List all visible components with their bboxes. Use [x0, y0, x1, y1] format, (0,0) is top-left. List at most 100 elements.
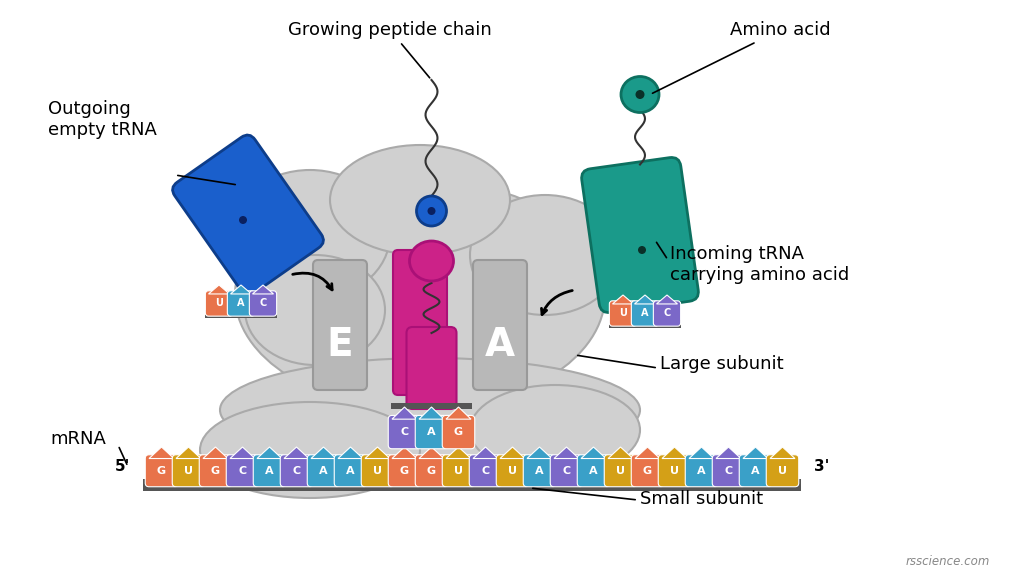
Polygon shape — [365, 447, 390, 459]
FancyBboxPatch shape — [582, 157, 698, 313]
Text: A: A — [238, 299, 245, 309]
Text: P: P — [406, 326, 434, 364]
Text: C: C — [239, 466, 247, 476]
Ellipse shape — [330, 145, 510, 255]
Text: A: A — [752, 466, 760, 476]
Text: A: A — [536, 466, 544, 476]
FancyBboxPatch shape — [685, 455, 718, 487]
Ellipse shape — [638, 246, 646, 254]
Polygon shape — [446, 447, 471, 459]
FancyBboxPatch shape — [632, 301, 658, 326]
FancyBboxPatch shape — [442, 415, 475, 449]
Text: Incoming tRNA
carrying amino acid: Incoming tRNA carrying amino acid — [670, 245, 849, 284]
Text: 5': 5' — [115, 459, 130, 474]
Ellipse shape — [621, 77, 659, 113]
Ellipse shape — [234, 180, 605, 410]
Polygon shape — [338, 447, 362, 459]
FancyBboxPatch shape — [200, 455, 231, 487]
Polygon shape — [770, 447, 795, 459]
FancyBboxPatch shape — [206, 291, 232, 316]
FancyBboxPatch shape — [307, 455, 340, 487]
Ellipse shape — [636, 90, 644, 99]
Polygon shape — [635, 295, 655, 304]
FancyBboxPatch shape — [523, 455, 556, 487]
Text: C: C — [481, 466, 489, 476]
Text: Large subunit: Large subunit — [660, 355, 783, 373]
Text: U: U — [454, 466, 463, 476]
Text: U: U — [184, 466, 193, 476]
Ellipse shape — [245, 255, 385, 365]
Text: G: G — [211, 466, 220, 476]
FancyBboxPatch shape — [609, 301, 637, 326]
FancyBboxPatch shape — [739, 455, 772, 487]
Polygon shape — [554, 447, 579, 459]
Text: C: C — [562, 466, 570, 476]
FancyBboxPatch shape — [469, 455, 502, 487]
FancyBboxPatch shape — [578, 455, 609, 487]
FancyBboxPatch shape — [631, 455, 664, 487]
FancyBboxPatch shape — [313, 260, 367, 390]
Text: U: U — [373, 466, 382, 476]
FancyBboxPatch shape — [766, 455, 799, 487]
FancyBboxPatch shape — [416, 415, 447, 449]
Polygon shape — [284, 447, 309, 459]
FancyBboxPatch shape — [281, 455, 312, 487]
Text: A: A — [427, 427, 436, 437]
Text: A: A — [485, 326, 515, 364]
Ellipse shape — [417, 196, 446, 226]
Text: G: G — [400, 466, 409, 476]
FancyBboxPatch shape — [393, 250, 447, 395]
Text: 3': 3' — [814, 459, 829, 474]
Ellipse shape — [239, 216, 247, 224]
Ellipse shape — [410, 241, 454, 281]
Polygon shape — [209, 285, 229, 294]
Text: G: G — [643, 466, 652, 476]
FancyBboxPatch shape — [713, 455, 744, 487]
Text: C: C — [400, 427, 409, 437]
Polygon shape — [257, 447, 282, 459]
Ellipse shape — [200, 402, 420, 498]
Ellipse shape — [470, 385, 640, 475]
FancyBboxPatch shape — [653, 301, 681, 326]
Polygon shape — [527, 447, 552, 459]
FancyBboxPatch shape — [604, 455, 637, 487]
Text: C: C — [664, 309, 671, 318]
Text: A: A — [697, 466, 706, 476]
FancyBboxPatch shape — [407, 327, 457, 409]
FancyBboxPatch shape — [550, 455, 583, 487]
Text: C: C — [724, 466, 732, 476]
FancyBboxPatch shape — [388, 455, 421, 487]
FancyBboxPatch shape — [250, 291, 276, 316]
Text: A: A — [641, 309, 649, 318]
Polygon shape — [716, 447, 741, 459]
Text: U: U — [778, 466, 787, 476]
Polygon shape — [743, 447, 768, 459]
FancyBboxPatch shape — [227, 291, 255, 316]
Polygon shape — [311, 447, 336, 459]
Polygon shape — [392, 447, 417, 459]
Text: A: A — [265, 466, 273, 476]
Text: Amino acid: Amino acid — [652, 21, 830, 93]
Polygon shape — [662, 447, 687, 459]
Bar — [391, 403, 472, 409]
Text: G: G — [427, 466, 436, 476]
Polygon shape — [608, 447, 633, 459]
FancyBboxPatch shape — [172, 455, 205, 487]
Text: U: U — [508, 466, 517, 476]
Polygon shape — [612, 295, 634, 304]
Text: rsscience.com: rsscience.com — [905, 555, 990, 568]
Polygon shape — [419, 447, 444, 459]
Polygon shape — [230, 285, 252, 294]
Polygon shape — [203, 447, 228, 459]
Text: U: U — [670, 466, 679, 476]
Ellipse shape — [470, 195, 620, 315]
Polygon shape — [635, 447, 660, 459]
Text: U: U — [620, 309, 627, 318]
Text: U: U — [215, 299, 223, 309]
Ellipse shape — [220, 358, 640, 462]
FancyBboxPatch shape — [473, 260, 527, 390]
Polygon shape — [150, 447, 174, 459]
Text: Growing peptide chain: Growing peptide chain — [288, 21, 492, 78]
FancyBboxPatch shape — [388, 415, 421, 449]
FancyBboxPatch shape — [658, 455, 691, 487]
